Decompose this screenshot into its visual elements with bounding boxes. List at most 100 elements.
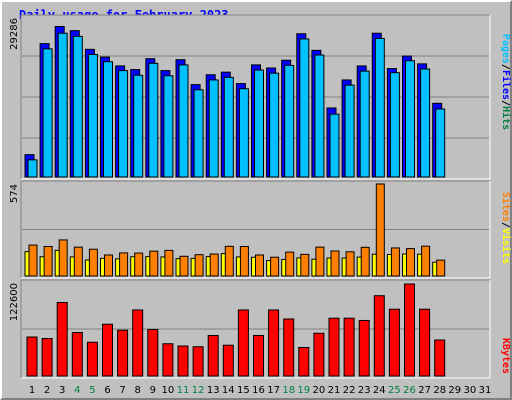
kbytes-bar-5	[86, 341, 98, 377]
sites-bar-13	[209, 253, 219, 277]
x-tick-label: 5	[89, 385, 95, 396]
legend-top-part: /	[500, 100, 511, 106]
kbytes-bar-21	[328, 317, 340, 377]
x-tick-label: 13	[207, 385, 220, 396]
sites-bar-6	[104, 254, 113, 277]
pages-bar-17	[269, 72, 280, 178]
legend-middle: Sites/Visits	[500, 192, 512, 264]
kbytes-bar-25	[388, 308, 400, 377]
sites-bar-19	[300, 253, 310, 277]
sites-bar-12	[194, 254, 204, 277]
pages-bar-9	[148, 62, 159, 178]
legend-top: Pages/Files/Hits	[500, 34, 512, 130]
x-tick-label: 19	[297, 385, 310, 396]
x-tick-label: 29	[448, 385, 461, 396]
x-tick-label: 10	[162, 385, 175, 396]
kbytes-bar-15	[237, 309, 249, 377]
sites-bar-4	[73, 246, 83, 277]
x-tick-label: 1	[29, 385, 35, 396]
kbytes-bar-23	[358, 319, 370, 377]
sites-bar-22	[345, 251, 355, 277]
kbytes-bar-14	[222, 344, 234, 377]
x-tick-label: 31	[479, 385, 492, 396]
legend-top-part: Pages	[500, 34, 511, 64]
sites-bar-3	[58, 239, 68, 277]
pages-bar-10	[163, 75, 174, 178]
x-tick-label: 9	[150, 385, 156, 396]
kbytes-bar-17	[268, 309, 280, 377]
pages-bar-20	[314, 54, 325, 178]
kbytes-bar-9	[147, 328, 159, 377]
sites-bar-5	[88, 248, 98, 277]
pages-bar-18	[284, 64, 295, 178]
kbytes-bar-7	[117, 329, 129, 377]
pages-bar-21	[329, 113, 340, 178]
kbytes-bar-13	[207, 334, 219, 377]
sites-bar-9	[149, 250, 159, 277]
pages-bar-5	[87, 54, 98, 178]
sites-bar-28	[436, 259, 446, 277]
x-tick-label: 27	[418, 385, 431, 396]
x-tick-label: 11	[177, 385, 190, 396]
x-tick-label: 4	[74, 385, 80, 396]
pages-bar-1	[27, 159, 38, 178]
x-tick-label: 15	[237, 385, 250, 396]
pages-bar-24	[374, 37, 385, 178]
pages-bar-2	[42, 48, 53, 178]
legend-middle-part: Visits	[500, 228, 512, 264]
x-tick-label: 16	[252, 385, 265, 396]
kbytes-bar-10	[162, 343, 174, 377]
pages-bar-22	[344, 84, 355, 178]
pages-bar-3	[57, 32, 68, 178]
pages-bar-25	[389, 72, 400, 178]
pages-bar-12	[193, 89, 204, 178]
x-tick-label: 2	[44, 385, 50, 396]
kbytes-bar-1	[26, 336, 38, 377]
kbytes-bar-4	[71, 331, 83, 377]
kbytes-bar-11	[177, 345, 189, 377]
pages-bar-14	[223, 76, 234, 178]
legend-middle-part: Sites	[500, 192, 512, 222]
pages-bar-26	[405, 60, 415, 178]
sites-bar-21	[330, 250, 340, 277]
sites-bar-7	[119, 252, 129, 277]
pages-bar-15	[238, 88, 249, 178]
sites-bar-25	[390, 247, 400, 277]
legend-top-part: Hits	[500, 106, 512, 130]
x-tick-label: 26	[403, 385, 416, 396]
kbytes-bar-28	[434, 339, 446, 377]
x-tick-label: 3	[59, 385, 65, 396]
x-tick-label: 20	[313, 385, 326, 396]
bottom-ymax-label: 122600	[9, 283, 20, 321]
sites-bar-20	[315, 246, 325, 277]
kbytes-bar-24	[373, 295, 385, 377]
sites-bar-26	[406, 248, 415, 277]
kbytes-bar-19	[298, 346, 310, 377]
top-ymax-label: 29286	[9, 18, 20, 50]
sites-bar-18	[285, 251, 295, 277]
sites-bar-8	[134, 252, 144, 277]
kbytes-bar-22	[343, 317, 355, 377]
sites-bar-17	[270, 256, 280, 277]
x-tick-label: 28	[433, 385, 446, 396]
kbytes-bar-2	[41, 337, 53, 377]
x-tick-label: 24	[373, 385, 386, 396]
sites-bar-24	[375, 183, 385, 277]
sites-bar-1	[28, 244, 38, 277]
x-tick-label: 18	[282, 385, 295, 396]
legend-top-part: Files	[500, 70, 512, 100]
sites-bar-14	[224, 245, 234, 277]
kbytes-bar-26	[404, 283, 415, 377]
middle-ymax-label: 574	[9, 184, 20, 203]
kbytes-bar-18	[283, 318, 295, 377]
legend-bottom: KBytes	[500, 338, 511, 374]
x-tick-label: 30	[464, 385, 477, 396]
kbytes-bar-16	[253, 334, 264, 377]
pages-bar-13	[208, 79, 219, 178]
x-tick-label: 21	[328, 385, 341, 396]
kbytes-bar-3	[56, 301, 68, 377]
x-tick-label: 22	[343, 385, 356, 396]
sites-bar-16	[255, 254, 264, 277]
sites-bar-11	[179, 255, 189, 277]
